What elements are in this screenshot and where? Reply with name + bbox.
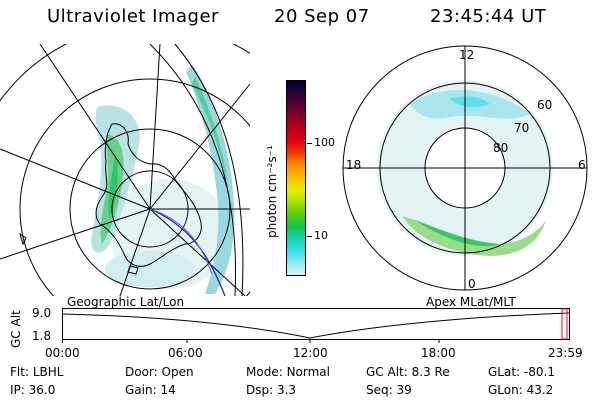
timeline-x-tick-0000: 00:00 — [45, 346, 80, 360]
status-mode: Mode: Normal — [246, 365, 330, 379]
coastline — [95, 123, 202, 267]
earth-limb — [149, 44, 237, 296]
observation-time: 23:45:44 UT — [430, 6, 547, 27]
status-ip: IP: 36.0 — [10, 383, 56, 397]
altitude-timeline — [62, 308, 570, 343]
status-door: Door: Open — [125, 365, 194, 379]
colorbar-tick-100 — [307, 143, 312, 144]
current-time-marker — [561, 308, 568, 340]
altitude-curve — [62, 312, 570, 339]
status-dsp: Dsp: 3.3 — [246, 383, 297, 397]
aurora-peak-west — [108, 154, 118, 219]
geographic-map — [0, 44, 250, 296]
status-flt: Flt: LBHL — [10, 365, 64, 379]
timeline-y-axis-label: GC Alt — [9, 310, 23, 348]
timeline-x-tick-0600: 06:00 — [168, 346, 203, 360]
left-map-caption: Geographic Lat/Lon — [67, 295, 185, 309]
observation-date: 20 Sep 07 — [274, 6, 370, 27]
aurora-nightside — [402, 216, 546, 256]
timeline-x-tick-1200: 12:00 — [293, 346, 328, 360]
mlat-label-60: 60 — [537, 98, 553, 112]
spacecraft-track-secondary — [149, 208, 213, 275]
timeline-y-tick-max: 9.0 — [32, 306, 52, 320]
timeline-frame — [62, 308, 570, 340]
status-gc-alt: GC Alt: 8.3 Re — [366, 365, 450, 379]
mlt-label-0: 0 — [468, 277, 476, 291]
magnetic-polar-map — [342, 45, 588, 291]
aurora-dayside-core — [450, 96, 490, 107]
colorbar-label-100: 100 — [314, 136, 335, 149]
aurora-nightside-core — [415, 220, 500, 247]
colorbar-tick-10 — [307, 236, 312, 237]
status-gain: Gain: 14 — [125, 383, 176, 397]
coastline-islands — [19, 232, 139, 275]
timeline-y-tick-min: 1.8 — [32, 329, 52, 343]
mlat-label-80: 80 — [493, 141, 509, 155]
status-glat: GLat: -80.1 — [488, 365, 555, 379]
terminator-line — [174, 44, 244, 296]
timeline-x-tick-2359: 23:59 — [548, 346, 583, 360]
timeline-x-tick-1800: 18:00 — [421, 346, 456, 360]
colorbar-gradient — [287, 81, 305, 275]
colorbar-unit-label: photon cm⁻²s⁻¹ — [265, 145, 279, 238]
mlt-label-12: 12 — [459, 48, 475, 62]
longitude-grid — [0, 44, 250, 296]
aurora-core-east — [192, 76, 228, 194]
mlt-grid — [343, 46, 587, 290]
aurora-region-south — [105, 251, 195, 287]
instrument-title: Ultraviolet Imager — [47, 6, 219, 27]
mlat-label-70: 70 — [514, 121, 530, 135]
right-map-caption: Apex MLat/MLT — [426, 295, 516, 309]
mlt-label-18: 18 — [346, 158, 362, 172]
spacecraft-track — [149, 208, 226, 296]
aurora-region-east — [186, 64, 235, 294]
colorbar-label-10: 10 — [314, 229, 328, 242]
colorbar — [286, 80, 306, 276]
status-glon: GLon: 43.2 — [488, 383, 554, 397]
status-seq: Seq: 39 — [366, 383, 412, 397]
mlt-label-6: 6 — [578, 158, 586, 172]
